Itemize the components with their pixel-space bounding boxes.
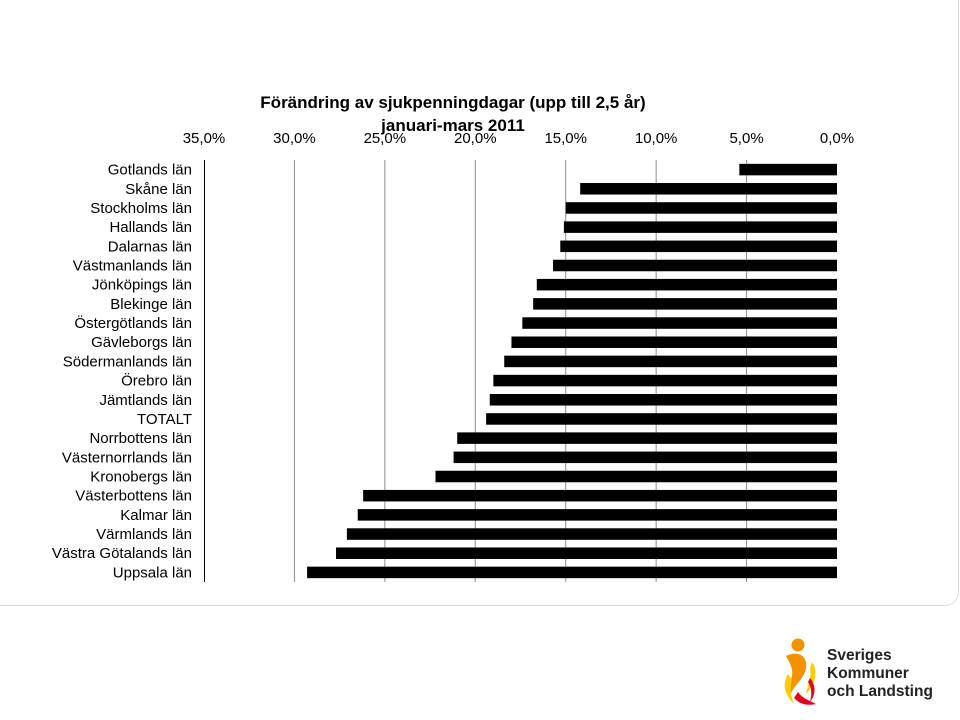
x-tick-label: 30,0% — [273, 130, 316, 147]
bar — [486, 413, 837, 425]
category-label: Norrbottens län — [89, 430, 192, 447]
category-label: Stockholms län — [90, 200, 192, 217]
logo-text-line3: och Landsting — [827, 683, 933, 700]
bar-chart: Förändring av sjukpenningdagar (upp till… — [52, 93, 854, 582]
category-label: Örebro län — [121, 372, 192, 390]
bars — [307, 163, 837, 579]
category-label: Västmanlands län — [73, 258, 192, 275]
bar — [565, 202, 837, 214]
bar — [533, 298, 837, 310]
bar — [504, 355, 837, 368]
category-label: TOTALT — [137, 411, 192, 428]
bar — [522, 317, 837, 329]
chart-subtitle: januari-mars 2011 — [380, 116, 525, 135]
x-tick-label: 10,0% — [635, 130, 678, 147]
category-label: Västernorrlands län — [62, 449, 192, 466]
category-label: Skåne län — [125, 181, 192, 198]
bar — [435, 470, 837, 483]
bar — [511, 336, 837, 348]
bar — [363, 489, 837, 502]
logo-text-line2: Kommuner — [827, 665, 909, 682]
x-tick-label: 20,0% — [454, 130, 497, 147]
x-axis-ticks: 35,0% 30,0% 25,0% 20,0% 15,0% 10,0% 5,0% 0,0% — [183, 130, 854, 147]
bar — [489, 394, 837, 406]
category-labels: Gotlands län Skåne län Stockholms län Halla… — [52, 162, 192, 582]
chart-title: Förändring av sjukpenningdagar (upp till… — [260, 93, 645, 112]
bar — [357, 509, 837, 521]
category-label: Västerbottens län — [75, 488, 192, 505]
category-label: Jönköpings län — [92, 277, 192, 294]
bar — [457, 432, 837, 444]
logo-text-line1: Sveriges — [827, 647, 892, 664]
category-label: Gävleborgs län — [91, 334, 192, 351]
x-tick-label: 0,0% — [820, 130, 854, 147]
category-label: Värmlands län — [96, 526, 192, 543]
category-label: Blekinge län — [110, 296, 192, 313]
category-label: Gotlands län — [108, 162, 192, 179]
category-label: Hallands län — [109, 219, 192, 236]
x-tick-label: 25,0% — [364, 130, 407, 147]
category-label: Kronobergs län — [90, 469, 192, 486]
category-label: Västra Götalands län — [52, 545, 192, 562]
category-label: Kalmar län — [120, 507, 192, 524]
bar — [563, 221, 837, 233]
x-tick-label: 35,0% — [183, 130, 226, 147]
bar — [336, 547, 837, 559]
x-tick-label: 15,0% — [544, 130, 587, 147]
category-label: Dalarnas län — [108, 238, 192, 255]
bar — [739, 163, 837, 176]
skl-emblem-icon — [784, 638, 816, 705]
bar — [453, 451, 837, 464]
bar — [493, 374, 837, 387]
bar — [536, 278, 837, 291]
category-label: Jämtlands län — [99, 392, 192, 409]
category-label: Uppsala län — [113, 564, 192, 581]
slide-frame — [0, 0, 959, 606]
category-label: Östergötlands län — [74, 314, 192, 332]
category-label: Södermanlands län — [63, 353, 192, 370]
skl-logo: Sveriges Kommuner och Landsting — [784, 638, 933, 705]
bar — [553, 259, 837, 272]
bar — [560, 240, 837, 253]
x-tick-label: 5,0% — [729, 130, 763, 147]
bar — [346, 528, 837, 540]
bar — [307, 566, 837, 579]
bar — [580, 183, 837, 195]
